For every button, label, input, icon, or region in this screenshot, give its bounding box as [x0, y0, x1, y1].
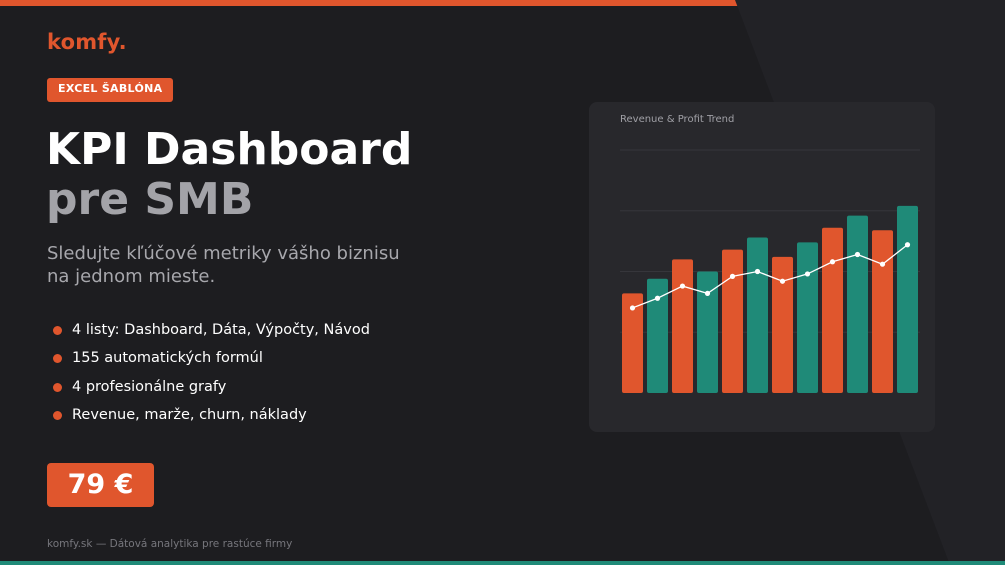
top-accent-bar	[0, 0, 1005, 6]
brand-logo[interactable]: komfy.	[47, 30, 127, 54]
bullet-dot-icon	[53, 354, 62, 364]
feature-label: 4 profesionálne grafy	[72, 378, 227, 395]
feature-item: 155 automatických formúl	[50, 348, 370, 376]
chart-trend-point	[629, 305, 636, 311]
feature-label: 155 automatických formúl	[72, 350, 263, 367]
chart-bar	[847, 215, 868, 393]
footer-text: komfy.sk — Dátová analytika pre rastúce …	[47, 538, 293, 550]
chart-bar	[647, 278, 668, 393]
chart-bar	[897, 205, 918, 393]
chart-trend-point	[829, 259, 836, 265]
page-subtitle: Sledujte kľúčové metriky vášho biznisu n…	[47, 243, 400, 287]
chart-bar	[797, 242, 818, 393]
price-badge[interactable]: 79 €	[47, 463, 154, 507]
chart-trend-point	[704, 290, 711, 296]
chart-trend-line	[632, 244, 908, 309]
chart-bar	[697, 271, 718, 393]
chart-title: Revenue & Profit Trend	[620, 114, 735, 125]
bullet-dot-icon	[53, 326, 62, 335]
feature-label: Revenue, marže, churn, náklady	[72, 407, 307, 424]
chart-bar	[622, 293, 643, 393]
chart-trend-point	[854, 251, 861, 258]
feature-item: Revenue, marže, churn, náklady	[50, 405, 370, 433]
chart-bar	[872, 230, 893, 393]
chart-card: Revenue & Profit Trend	[589, 102, 935, 432]
chart-trend-point	[904, 242, 911, 248]
chart-trend-point	[804, 271, 811, 277]
chart-bar	[672, 259, 693, 393]
chart-bar	[747, 237, 768, 393]
bullet-dot-icon	[53, 411, 62, 421]
feature-item: 4 profesionálne grafy	[50, 377, 370, 405]
revenue-profit-chart	[620, 149, 920, 393]
chart-bar	[772, 256, 793, 393]
page-title-secondary: pre SMB	[46, 174, 254, 225]
chart-trend-point	[679, 283, 686, 289]
feature-label: 4 listy: Dashboard, Dáta, Výpočty, Návod	[72, 322, 370, 338]
chart-trend-point	[654, 295, 661, 301]
chart-trend-point	[754, 268, 761, 275]
chart-bar	[722, 249, 743, 393]
chart-bar	[822, 227, 843, 393]
chart-trend-point	[779, 278, 786, 284]
chart-trend-point	[879, 261, 886, 267]
bullet-dot-icon	[53, 382, 62, 392]
feature-item: 4 listy: Dashboard, Dáta, Výpočty, Návod	[50, 320, 370, 348]
product-type-badge: EXCEL ŠABLÓNA	[47, 78, 174, 102]
chart-trend-point	[729, 273, 736, 279]
page-title: KPI Dashboard	[46, 124, 413, 175]
bottom-accent-bar	[0, 561, 1005, 565]
feature-list: 4 listy: Dashboard, Dáta, Výpočty, Návod…	[50, 320, 370, 434]
